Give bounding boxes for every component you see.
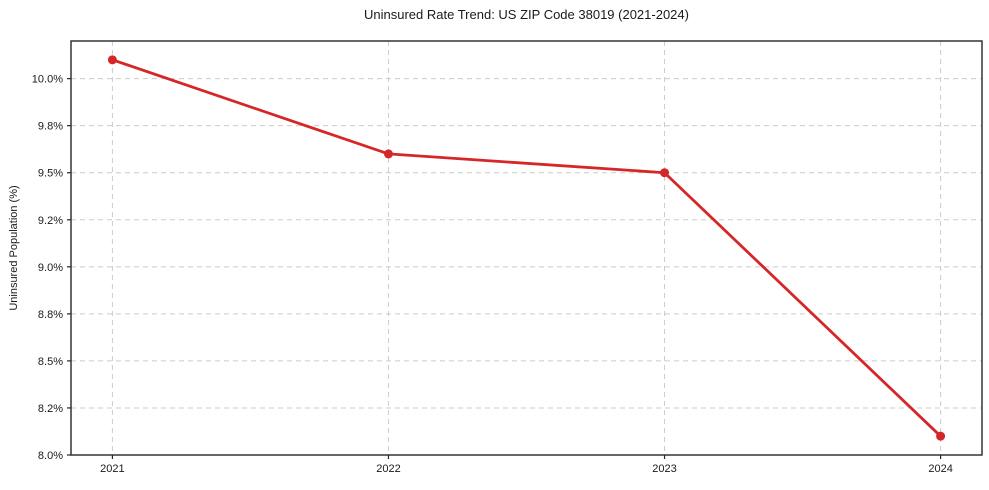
data-point-2023 [660,168,670,178]
data-point-2021 [107,55,117,65]
y-tick-label: 9.0% [38,262,63,274]
chart-title: Uninsured Rate Trend: US ZIP Code 38019 … [364,7,689,22]
x-tick-label: 2022 [376,463,400,475]
data-point-2022 [383,149,393,159]
x-tick-label: 2024 [928,463,952,475]
x-tick-label: 2023 [652,463,676,475]
y-tick-label: 9.2% [38,215,63,227]
y-tick-label: 10.0% [32,74,63,86]
x-tick-label: 2021 [100,463,124,475]
plot-border [70,40,983,456]
data-point-2024 [936,431,946,441]
y-tick-label: 9.8% [38,121,63,133]
y-tick-label: 8.2% [38,403,63,415]
y-tick-label: 9.5% [38,168,63,180]
y-tick-label: 8.5% [38,356,63,368]
trend-line [111,58,942,438]
y-tick-label: 8.8% [38,309,63,321]
y-axis-label: Uninsured Population (%) [8,185,20,311]
y-tick-label: 8.0% [38,450,63,462]
